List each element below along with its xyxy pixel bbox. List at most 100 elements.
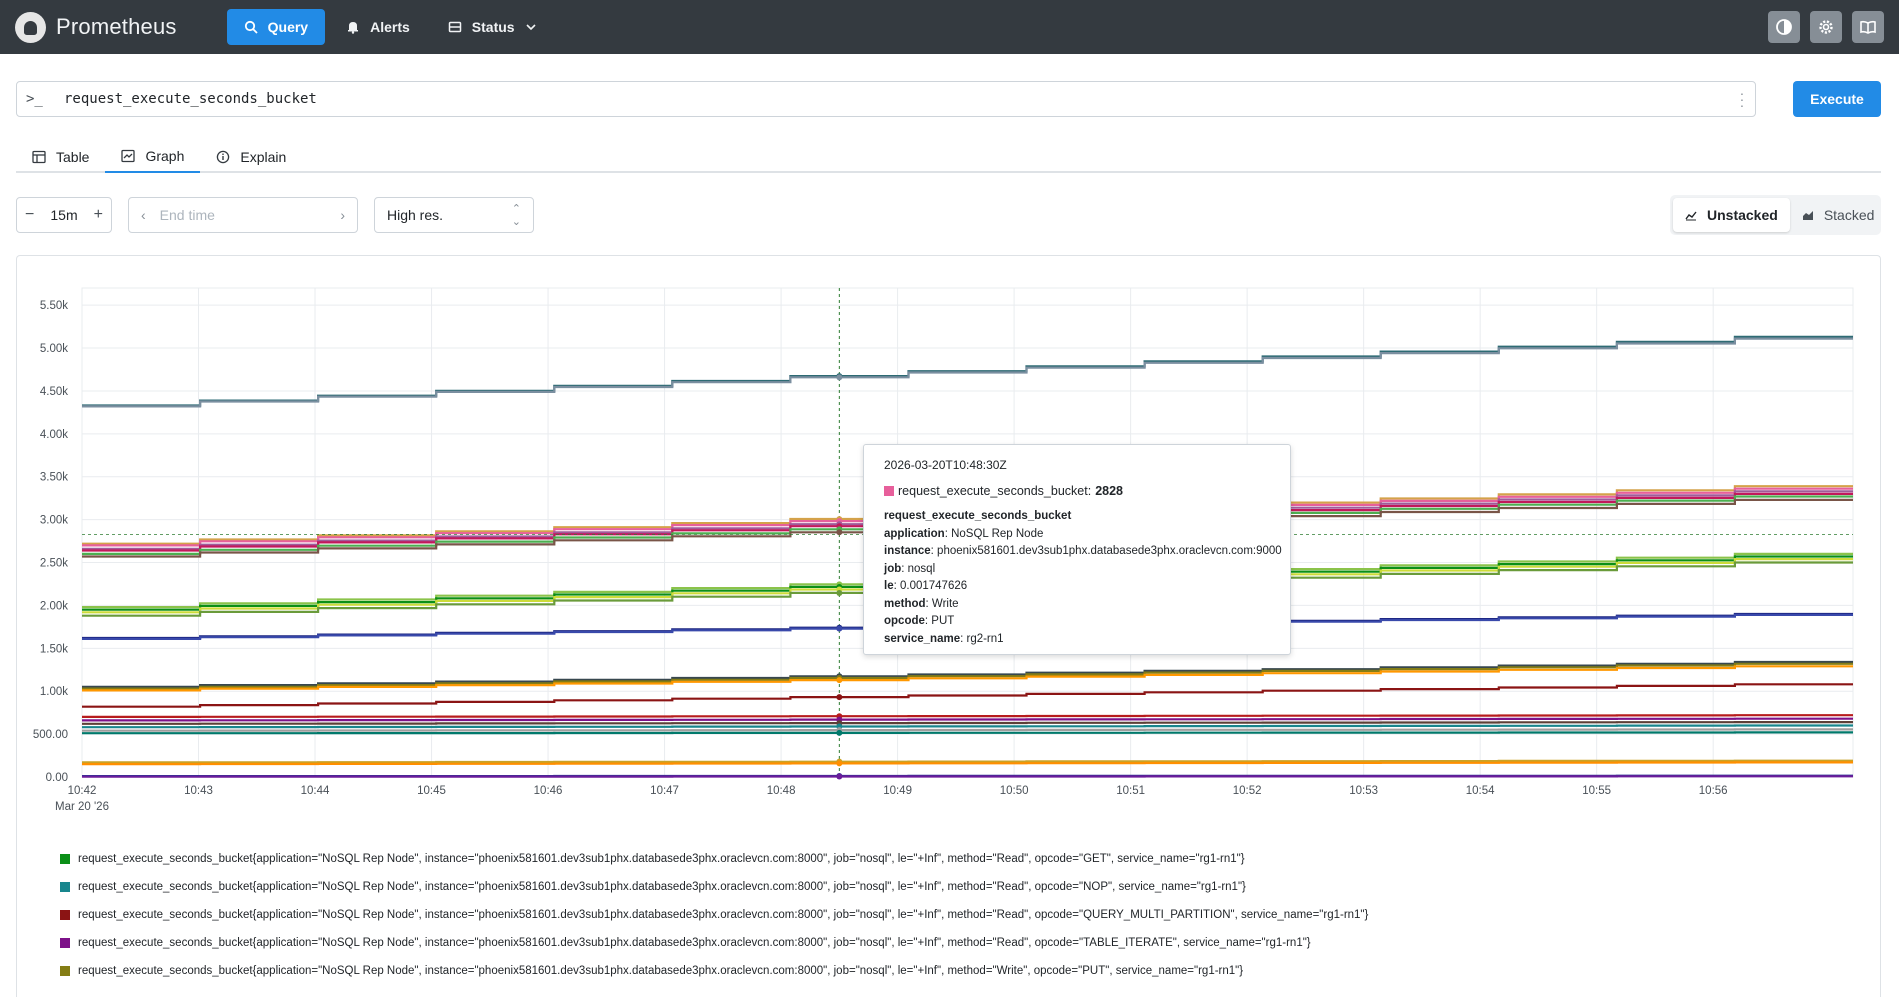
area-chart-icon: [1802, 211, 1813, 220]
y-tick-label: 5.00k: [40, 343, 68, 355]
brand[interactable]: Prometheus: [15, 11, 177, 43]
book-icon: [1860, 20, 1876, 34]
range-value[interactable]: 15m: [50, 207, 78, 223]
tooltip-label-value: : PUT: [924, 615, 955, 627]
top-right-actions: [1758, 11, 1884, 43]
tooltip-label-instance: instance: phoenix581601.dev3sub1phx.data…: [884, 543, 1282, 561]
legend-item[interactable]: request_execute_seconds_bucket{applicati…: [60, 873, 1860, 901]
graph-canvas[interactable]: 0.00 500.00 1.00k 1.50k 2.00k 2.50k 3.00k 3.50k…: [0, 0, 1899, 840]
legend-label: request_execute_seconds_bucket{applicati…: [78, 909, 1369, 921]
y-tick-label: 500.00: [33, 729, 68, 741]
chevron-down-icon: [526, 24, 536, 31]
settings-button[interactable]: [1810, 11, 1842, 43]
select-updown-icon: ⌃ ⌄: [511, 203, 521, 228]
legend-item[interactable]: request_execute_seconds_bucket{applicati…: [60, 957, 1860, 985]
legend-item[interactable]: request_execute_seconds_bucket{applicati…: [60, 845, 1860, 873]
series-line: [82, 728, 1853, 732]
resolution-select[interactable]: High res. ⌃ ⌄: [374, 197, 534, 233]
tooltip-label-value: : Write: [925, 597, 959, 610]
y-tick-label: 2.50k: [40, 558, 68, 570]
decrease-range-icon[interactable]: −: [25, 206, 35, 223]
tab-graph[interactable]: Graph: [105, 141, 201, 173]
legend-label: request_execute_seconds_bucket{applicati…: [78, 965, 1244, 977]
tooltip-label-key: job: [884, 562, 902, 575]
tab-table[interactable]: Table: [16, 141, 105, 173]
series-line: [82, 662, 1853, 690]
y-tick-label: 4.00k: [40, 429, 68, 441]
x-tick-label: 10:44: [301, 785, 330, 797]
stacked-button[interactable]: Stacked: [1790, 198, 1887, 232]
chevron-right-icon[interactable]: ›: [340, 207, 345, 223]
y-tick-label: 5.50k: [40, 300, 68, 312]
range-input[interactable]: − 15m +: [16, 197, 112, 233]
tab-explain[interactable]: Explain: [200, 141, 302, 173]
tab-table-label: Table: [56, 149, 90, 165]
legend-label: request_execute_seconds_bucket{applicati…: [78, 937, 1311, 949]
legend-item[interactable]: request_execute_seconds_bucket{applicati…: [60, 901, 1860, 929]
resolution-value: High res.: [387, 207, 444, 223]
graph-legend: request_execute_seconds_bucket{applicati…: [60, 845, 1860, 985]
legend-swatch: [60, 882, 70, 892]
chevron-left-icon[interactable]: ‹: [141, 207, 146, 223]
tooltip-label-value: : rg2-rn1: [960, 632, 1004, 645]
increase-range-icon[interactable]: +: [93, 206, 103, 223]
series-line: [82, 759, 1853, 764]
search-icon: [244, 20, 258, 34]
docs-button[interactable]: [1852, 11, 1884, 43]
nav-status-label: Status: [471, 19, 515, 35]
stacked-label: Stacked: [1823, 207, 1875, 223]
cursor-point: [836, 677, 843, 684]
stack-mode-toggle: Unstacked Stacked: [1670, 195, 1881, 235]
end-time-input[interactable]: ‹ End time ›: [128, 197, 358, 233]
tooltip-label-service_name: service_name: rg2-rn1: [884, 631, 1270, 649]
x-tick-label: 10:47: [650, 785, 679, 797]
legend-swatch: [60, 854, 70, 864]
tooltip-label-opcode: opcode: PUT: [884, 613, 1270, 631]
line-chart-icon: [1685, 211, 1697, 221]
x-tick-label: 10:46: [534, 785, 563, 797]
y-tick-label: 1.50k: [40, 643, 68, 655]
x-tick-label: 10:42: [68, 785, 97, 797]
tooltip-value: 2828: [1095, 484, 1124, 498]
x-date-label: Mar 20 '26: [55, 801, 109, 813]
y-tick-label: 1.00k: [40, 686, 68, 698]
x-tick-label: 10:56: [1699, 785, 1728, 797]
tooltip-label-key: method: [884, 597, 926, 610]
gear-icon: [1819, 20, 1833, 34]
legend-label: request_execute_seconds_bucket{applicati…: [78, 881, 1246, 893]
legend-swatch: [60, 966, 70, 976]
cursor-point: [836, 773, 843, 780]
theme-toggle-button[interactable]: [1768, 11, 1800, 43]
contrast-icon: [1776, 19, 1792, 35]
nav-query-button[interactable]: Query: [226, 9, 326, 45]
tooltip-label-value: : 0.001747626: [893, 580, 968, 592]
tab-explain-label: Explain: [240, 149, 287, 165]
y-tick-label: 0.00: [46, 772, 68, 784]
tooltip-label-key: le: [884, 580, 894, 592]
main-nav: Query Alerts Status: [226, 9, 558, 45]
prometheus-logo-icon: [15, 11, 46, 43]
query-expression[interactable]: request_execute_seconds_bucket: [64, 91, 317, 107]
query-input[interactable]: >_ request_execute_seconds_bucket · · ·: [16, 81, 1756, 117]
unstacked-label: Unstacked: [1707, 207, 1778, 223]
graph-panel: [16, 255, 1881, 997]
nav-status-dropdown[interactable]: Status: [431, 9, 554, 45]
tooltip-label-key: service_name: [884, 632, 961, 645]
series-line: [82, 714, 1853, 718]
legend-item[interactable]: request_execute_seconds_bucket{applicati…: [60, 929, 1860, 957]
nav-alerts-button[interactable]: Alerts: [329, 9, 427, 45]
series-line: [82, 721, 1853, 725]
table-icon: [32, 150, 46, 164]
y-tick-label: 3.50k: [40, 472, 68, 484]
x-tick-label: 10:48: [767, 785, 796, 797]
tooltip-series-swatch: [884, 486, 894, 496]
tooltip-label-value: : nosql: [901, 562, 936, 575]
top-navbar: Prometheus Query Alerts Status: [0, 0, 1899, 54]
cursor-point: [836, 529, 843, 536]
execute-button[interactable]: Execute: [1793, 81, 1881, 117]
end-time-placeholder: End time: [159, 207, 215, 223]
info-icon: [217, 150, 230, 164]
more-options-icon[interactable]: · · ·: [1739, 85, 1745, 113]
unstacked-button[interactable]: Unstacked: [1673, 198, 1790, 232]
app-name: Prometheus: [56, 14, 177, 39]
